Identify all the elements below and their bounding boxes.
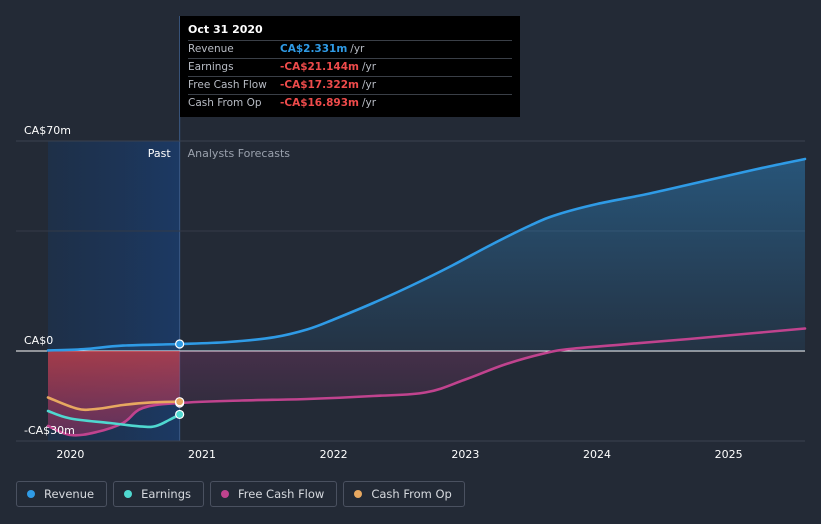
cash-from-op-point <box>175 397 185 407</box>
tooltip-title: Oct 31 2020 <box>188 23 263 36</box>
legend-label: Free Cash Flow <box>238 487 325 501</box>
legend-item-cash-from-op[interactable]: Cash From Op <box>343 481 465 507</box>
tooltip-unit: /yr <box>350 43 365 55</box>
tooltip-row-cash-from-op: Cash From Op -CA$16.893m /yr <box>188 94 512 112</box>
tooltip-row-free-cash-flow: Free Cash Flow -CA$17.322m /yr <box>188 76 512 94</box>
tooltip-unit: /yr <box>361 97 377 109</box>
past-label: Past <box>148 147 172 160</box>
x-axis-label: 2025 <box>715 448 743 461</box>
legend-item-earnings[interactable]: Earnings <box>113 481 204 507</box>
forecast-label: Analysts Forecasts <box>188 147 291 160</box>
tooltip-unit: /yr <box>361 79 377 91</box>
legend-dot-icon <box>221 490 229 498</box>
revenue-point <box>175 339 185 349</box>
legend-item-free-cash-flow[interactable]: Free Cash Flow <box>210 481 338 507</box>
tooltip-unit: /yr <box>361 61 377 73</box>
tooltip-label: Earnings <box>188 61 234 73</box>
tooltip-value: -CA$16.893m <box>280 97 359 109</box>
y-axis-label: -CA$30m <box>24 424 75 437</box>
tooltip-value: -CA$17.322m <box>280 79 359 91</box>
legend-item-revenue[interactable]: Revenue <box>16 481 108 507</box>
legend-label: Earnings <box>141 487 191 501</box>
y-axis-label: CA$0 <box>24 334 53 347</box>
fcf-negative-area <box>179 351 545 403</box>
tooltip-label: Free Cash Flow <box>188 79 267 91</box>
legend: Revenue Earnings Free Cash Flow Cash Fro… <box>16 481 465 507</box>
tooltip-label: Cash From Op <box>188 97 262 109</box>
tooltip-value: -CA$21.144m <box>280 61 359 73</box>
x-axis-label: 2022 <box>320 448 348 461</box>
free-cash-flow-line <box>46 327 807 437</box>
tooltip-row-earnings: Earnings -CA$21.144m /yr <box>188 58 512 76</box>
revenue-area <box>48 159 805 351</box>
tooltip-label: Revenue <box>188 43 234 55</box>
past-negative-area <box>48 351 180 436</box>
legend-dot-icon <box>354 490 363 498</box>
earnings-line <box>46 409 181 429</box>
cash-from-op-line <box>46 396 181 412</box>
legend-dot-icon <box>124 490 133 498</box>
y-axis-label: CA$70m <box>24 124 71 137</box>
legend-label: Cash From Op <box>371 487 452 501</box>
earnings-point <box>175 409 185 420</box>
tooltip: Oct 31 2020 Revenue CA$2.331m /yr Earnin… <box>180 16 520 117</box>
tooltip-value: CA$2.331m <box>280 43 348 55</box>
legend-dot-icon <box>27 490 35 498</box>
x-axis-label: 2021 <box>188 448 216 461</box>
tooltip-row-revenue: Revenue CA$2.331m /yr <box>188 40 512 58</box>
legend-label: Revenue <box>44 487 95 501</box>
x-axis-label: 2024 <box>583 448 611 461</box>
x-axis-label: 2020 <box>56 448 84 461</box>
x-axis-label: 2023 <box>451 448 479 461</box>
